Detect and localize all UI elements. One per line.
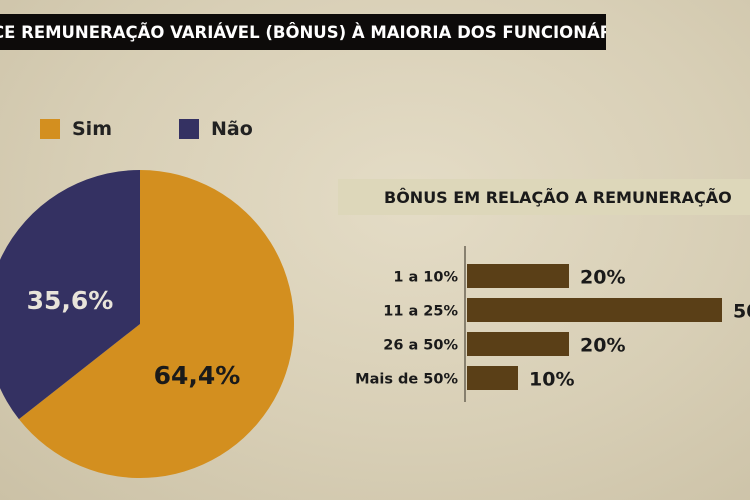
pie-label-nao: 35,6% [27,286,114,315]
bar-value-label: 20% [580,335,625,357]
legend-item-sim: Sim [40,118,112,140]
bar-2 [467,298,722,322]
bar-category-label: Mais de 50% [355,372,458,388]
bar-chart-header: BÔNUS EM RELAÇÃO A REMUNERAÇÃO [338,179,750,215]
bar-category-label: 1 a 10% [393,270,458,286]
bar-category-label: 11 a 25% [383,304,458,320]
legend-item-nao: Não [179,118,253,140]
chart-title: CE REMUNERAÇÃO VARIÁVEL (BÔNUS) À MAIORI… [0,22,606,42]
bar-value-label: 50 [733,301,750,323]
bar-category-label: 26 a 50% [383,338,458,354]
legend-swatch-sim [40,119,60,139]
pie-slice-nao [0,170,140,420]
pie-slice-sim [18,170,294,479]
bar-chart-title: BÔNUS EM RELAÇÃO A REMUNERAÇÃO [384,187,732,207]
legend-label-sim: Sim [72,118,112,140]
bar-1 [467,264,569,288]
pie-label-sim: 64,4% [154,361,241,390]
legend-swatch-nao [179,119,199,139]
bar-4 [467,366,518,390]
title-bar: CE REMUNERAÇÃO VARIÁVEL (BÔNUS) À MAIORI… [0,14,606,50]
legend-label-nao: Não [211,118,253,140]
bar-3 [467,332,569,356]
bar-value-label: 20% [580,267,625,289]
bar-value-label: 10% [529,369,574,391]
